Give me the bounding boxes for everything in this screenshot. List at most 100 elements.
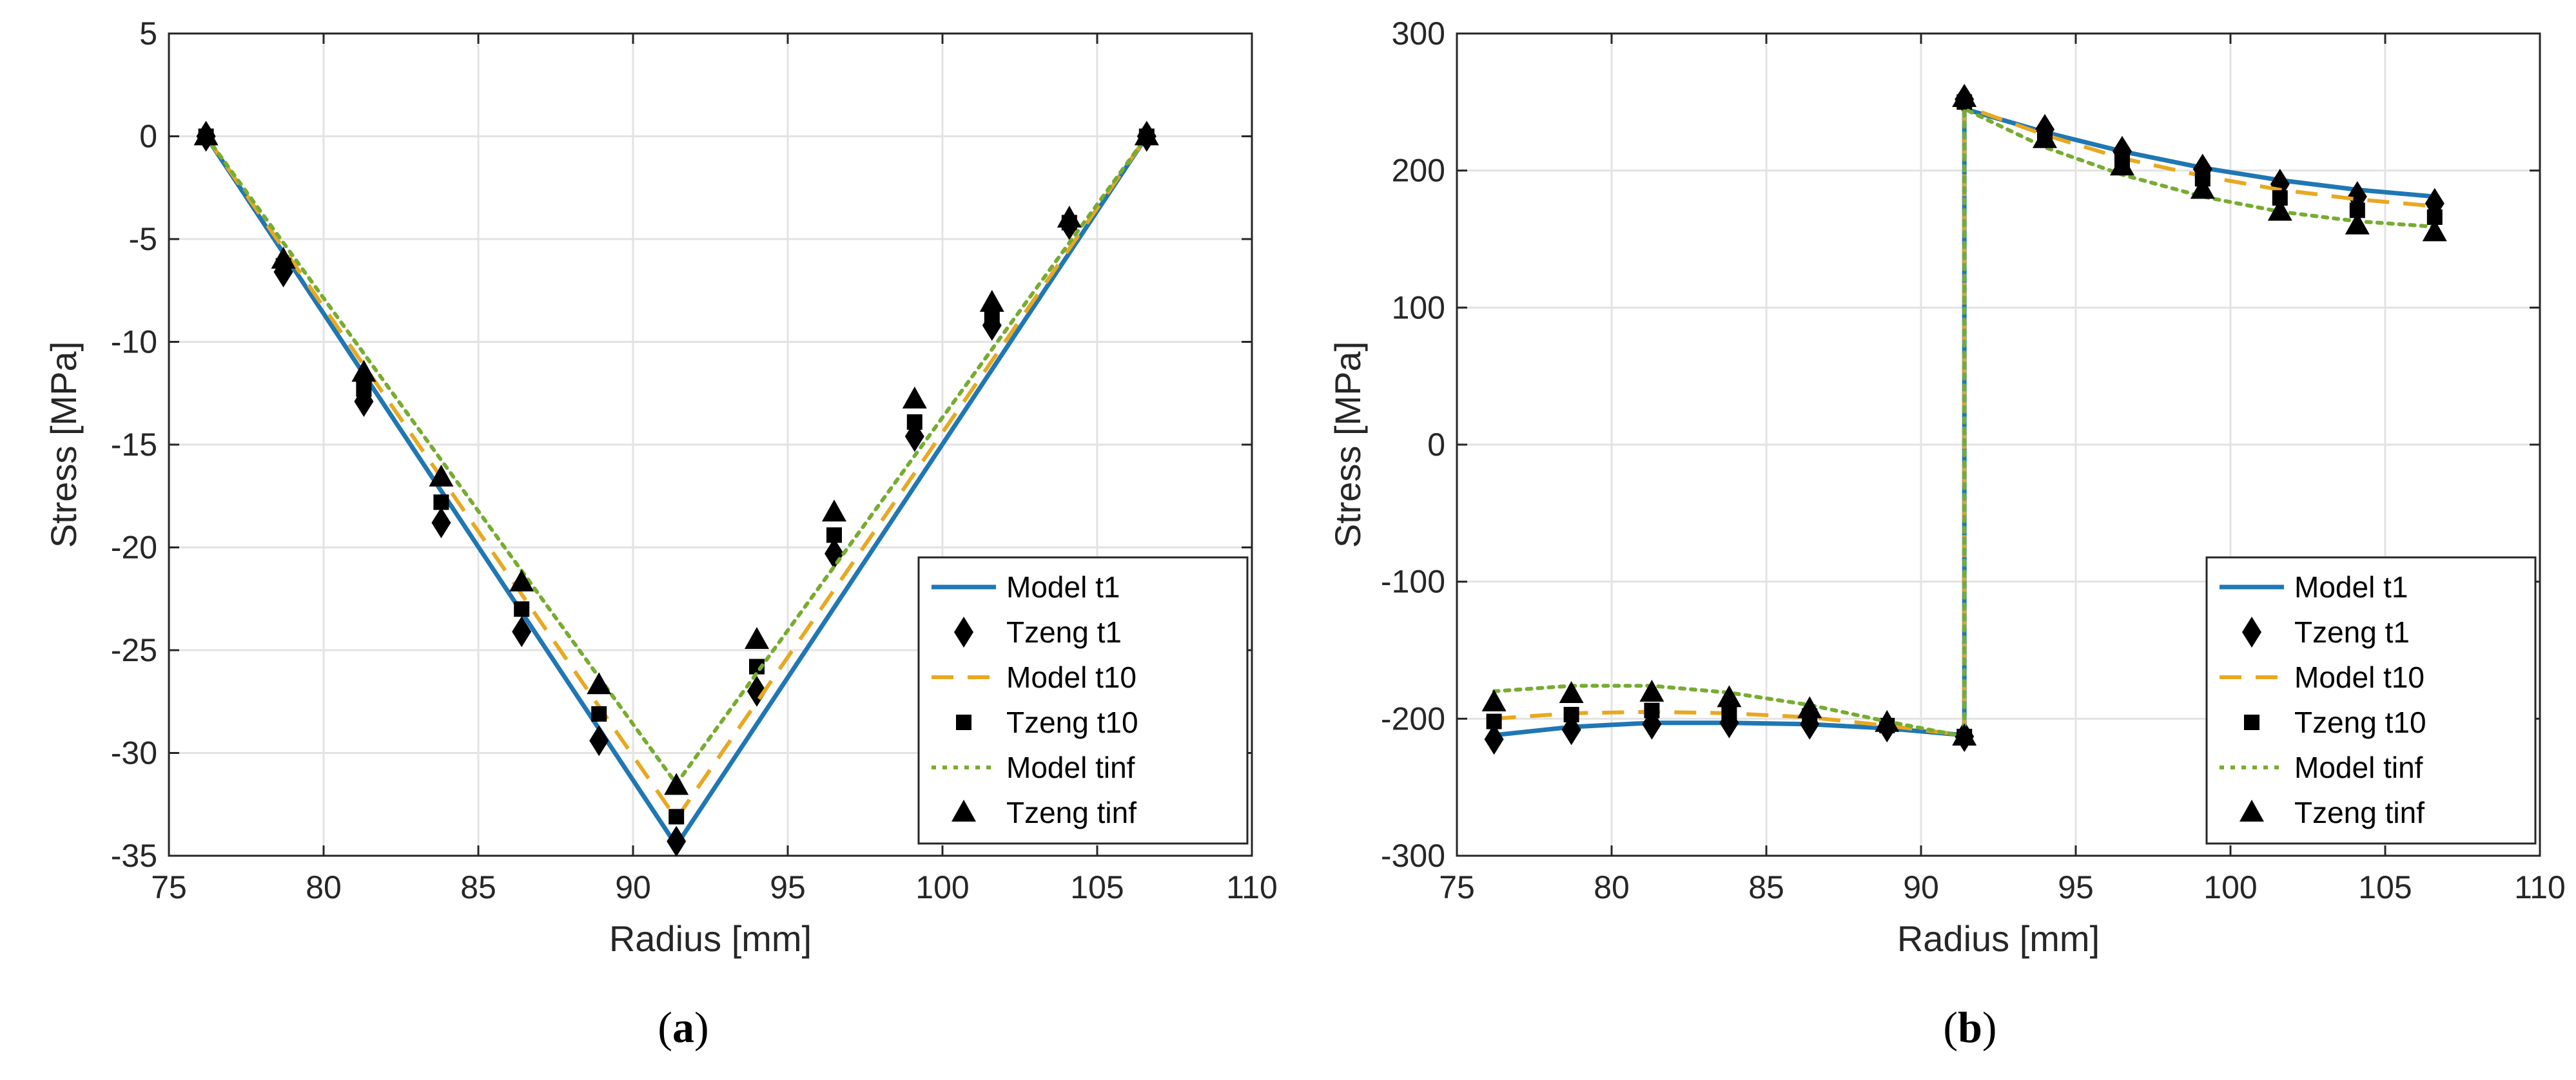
y-tick-label: 300 <box>1392 15 1445 52</box>
tick-labels: 75 80 85 90 95 100 105 110 5 0 -5 -10 -15 -20 -25 -30 -3… <box>111 15 1278 905</box>
series-line-model-tinf <box>1492 106 2437 738</box>
data-point-tzeng-tinf <box>1134 123 1159 146</box>
legend-label-model-tinf: Model tinf <box>1006 751 1135 784</box>
x-tick-label: 85 <box>460 869 496 905</box>
legend-label-model-t1: Model t1 <box>1006 570 1120 604</box>
data-point-tzeng-tinf <box>1481 689 1507 711</box>
y-tick-label: 5 <box>139 15 157 52</box>
x-tick-label: 75 <box>1439 869 1475 905</box>
data-point-tzeng-tinf <box>2422 219 2447 242</box>
data-point-tzeng-tinf <box>429 465 454 487</box>
legend: Model t1 Tzeng t1 Model t10 Tzeng t10 Model … <box>2205 556 2537 845</box>
data-point-tzeng-tinf <box>822 499 846 522</box>
data-point-tzeng-tinf <box>2267 198 2292 221</box>
data-point-tzeng-t1 <box>431 507 451 539</box>
y-tick-label: -5 <box>129 221 157 257</box>
data-point-tzeng-tinf <box>509 569 534 592</box>
x-tick-label: 95 <box>2058 869 2094 905</box>
x-tick-label: 105 <box>1070 869 1124 905</box>
data-point-tzeng-t1 <box>667 825 687 857</box>
legend-label-model-t10: Model t10 <box>2294 661 2425 694</box>
y-axis-label: Stress [MPa] <box>1327 342 1368 548</box>
series-line-model-t10 <box>204 135 1149 821</box>
x-tick-label: 80 <box>306 869 342 905</box>
data-point-tzeng-tinf <box>193 123 219 146</box>
x-tick-label: 105 <box>2358 869 2412 905</box>
data-point-tzeng-t10 <box>826 527 842 543</box>
x-tick-label: 75 <box>151 869 187 905</box>
chart-panel-b: 75 80 85 90 95 100 105 110 300 200 100 0 -100 -200 -30… <box>1288 0 2576 1080</box>
legend-label-tzeng-tinf: Tzeng tinf <box>2294 796 2425 829</box>
tick-labels: 75 80 85 90 95 100 105 110 300 200 100 0 -100 -200 -30… <box>1381 15 2566 905</box>
chart-b-svg: 75 80 85 90 95 100 105 110 300 200 100 0 -100 -200 -30… <box>1327 15 2566 959</box>
data-point-tzeng-t10 <box>591 706 607 722</box>
data-point-tzeng-t10 <box>514 601 530 617</box>
y-tick-label: -20 <box>111 530 157 566</box>
legend-marker-tzeng-t1 <box>2242 617 2261 648</box>
x-tick-label: 90 <box>1903 869 1939 905</box>
x-tick-label: 100 <box>2203 869 2257 905</box>
data-point-tzeng-t10 <box>1563 706 1579 722</box>
data-point-tzeng-t10 <box>433 494 449 510</box>
data-point-tzeng-tinf <box>664 773 689 795</box>
x-tick-label: 110 <box>2514 869 2566 905</box>
data-point-tzeng-tinf <box>1875 709 1900 732</box>
legend-box <box>2205 556 2537 845</box>
data-point-tzeng-t10 <box>1644 702 1660 718</box>
data-point-tzeng-tinf <box>2033 126 2057 148</box>
y-tick-label: -10 <box>111 324 157 360</box>
panel-b-caption: (b) <box>1943 1003 1997 1052</box>
y-tick-label: -100 <box>1381 564 1445 600</box>
y-tick-label: -200 <box>1381 700 1445 737</box>
y-axis-label: Stress [MPa] <box>43 342 84 548</box>
data-point-tzeng-tinf <box>1797 696 1822 718</box>
data-point-tzeng-tinf <box>1559 681 1584 704</box>
y-tick-label: 0 <box>1427 427 1445 463</box>
data-point-tzeng-t1 <box>2113 135 2132 167</box>
data-point-tzeng-tinf <box>1952 723 1977 746</box>
y-tick-label: -15 <box>111 427 157 463</box>
x-tick-label: 110 <box>1226 869 1278 905</box>
data-point-tzeng-t10 <box>984 309 1000 325</box>
x-axis-label: Radius [mm] <box>609 918 812 959</box>
y-tick-label: 200 <box>1392 153 1445 189</box>
legend-label-tzeng-t1: Tzeng t1 <box>1006 615 1122 649</box>
data-point-tzeng-t10 <box>356 381 372 397</box>
y-tick-label: -30 <box>111 735 157 771</box>
y-tick-label: -35 <box>111 838 157 874</box>
x-tick-label: 85 <box>1748 869 1784 905</box>
data-point-tzeng-tinf <box>1717 685 1742 708</box>
data-point-tzeng-tinf <box>1639 679 1664 702</box>
legend-label-tzeng-tinf: Tzeng tinf <box>1006 796 1137 829</box>
y-tick-label: 0 <box>139 119 157 155</box>
legend-label-tzeng-t10: Tzeng t10 <box>1006 706 1138 739</box>
legend-label-tzeng-t10: Tzeng t10 <box>2294 706 2426 739</box>
x-tick-label: 90 <box>615 869 651 905</box>
chart-a-svg: 75 80 85 90 95 100 105 110 5 0 -5 -10 -15 -20 -25 -30 -3… <box>43 15 1278 959</box>
data-point-tzeng-t1 <box>1484 724 1504 755</box>
data-point-tzeng-tinf <box>1057 206 1082 228</box>
y-tick-label: 100 <box>1392 289 1445 325</box>
legend-label-model-t10: Model t10 <box>1006 661 1137 694</box>
data-point-tzeng-tinf <box>271 246 296 269</box>
data-point-tzeng-tinf <box>351 360 376 382</box>
x-tick-label: 100 <box>915 869 969 905</box>
legend-box <box>917 556 1249 845</box>
legend-marker-tzeng-t1 <box>954 617 973 648</box>
data-point-tzeng-tinf <box>902 386 927 409</box>
series-model-t10 <box>1494 104 2435 737</box>
legend-marker-tzeng-tinf <box>2239 800 2264 822</box>
legend: Model t1 Tzeng t1 Model t10 Tzeng t10 Model … <box>917 556 1249 845</box>
x-tick-label: 80 <box>1594 869 1630 905</box>
chart-panel-a: 75 80 85 90 95 100 105 110 5 0 -5 -10 -15 -20 -25 -30 -3… <box>43 15 1278 1052</box>
series-tzeng-tinf <box>1481 84 2447 746</box>
data-point-tzeng-t1 <box>512 616 532 648</box>
series-tzeng-tinf <box>193 123 1159 795</box>
series-model-t10 <box>204 135 1149 821</box>
data-point-tzeng-tinf <box>2110 153 2134 176</box>
data-point-tzeng-tinf <box>1952 84 1977 107</box>
legend-label-model-tinf: Model tinf <box>2294 751 2423 784</box>
legend-marker-tzeng-tinf <box>951 800 976 822</box>
series-model-tinf <box>1492 106 2437 738</box>
data-point-tzeng-t10 <box>1486 713 1502 729</box>
